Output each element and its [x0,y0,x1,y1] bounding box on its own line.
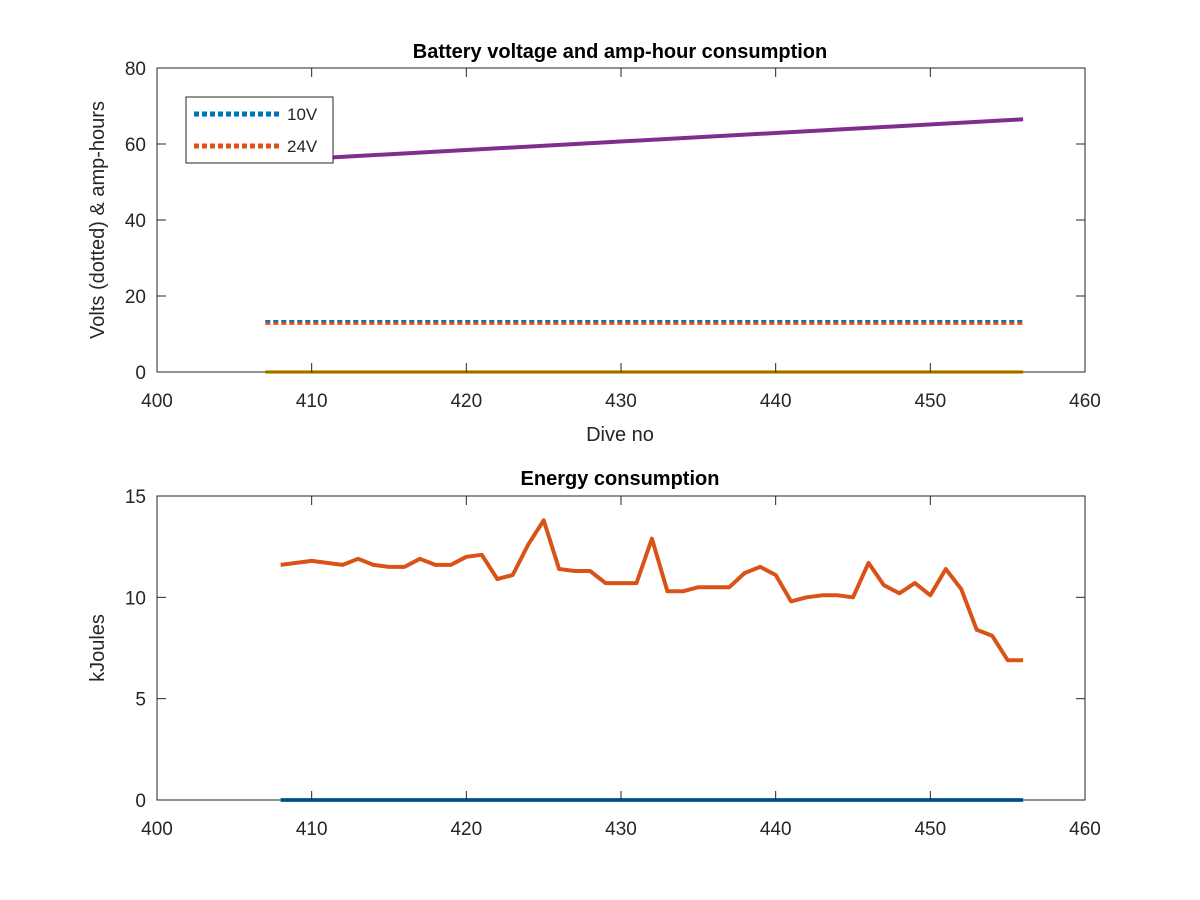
y-axis-label-bottom: kJoules [87,614,109,682]
top-x-tick-label: 410 [296,391,328,412]
bottom-y-tick-label: 5 [135,690,146,711]
marks-bottom [280,518,1024,802]
bottom-axes-box [156,495,1086,801]
bottom-x-tick-label: 420 [450,819,482,840]
energy-plot: Energy consumption kJoules 400 410 420 430 4… [87,468,1101,840]
chart-title-top: Battery voltage and amp-hour consumption [413,41,827,63]
chart-title-bottom: Energy consumption [521,468,720,490]
bottom-x-tick-label: 460 [1069,819,1101,840]
top-x-tick-label: 420 [450,391,482,412]
top-x-tick-label: 460 [1069,391,1101,412]
top-x-tick-label: 430 [605,391,637,412]
bottom-y-tick-label: 10 [125,588,146,609]
legend: 10V 24V [185,96,334,164]
axes-bottom: 400 410 420 430 440 450 460 0 5 10 15 [125,487,1101,840]
bottom-x-tick-label: 440 [760,819,792,840]
axes-top: 400 410 420 430 440 450 460 0 20 40 60 80 [125,59,1101,412]
bottom-x-tick-label: 410 [296,819,328,840]
legend-label-24v: 24V [287,137,318,156]
top-x-tick-label: 400 [141,391,173,412]
top-y-tick-label: 0 [135,363,146,384]
voltage-amphour-plot: Battery voltage and amp-hour consumption… [87,41,1101,446]
bottom-x-tick-label: 430 [605,819,637,840]
top-x-tick-label: 440 [760,391,792,412]
legend-box [185,96,334,164]
y-axis-label-top: Volts (dotted) & amp-hours [87,101,109,339]
top-y-tick-label: 20 [125,287,146,308]
bottom-y-tick-label: 0 [135,791,146,812]
top-y-tick-label: 60 [125,135,146,156]
legend-label-10v: 10V [287,105,318,124]
top-series-3-line [265,117,1024,164]
top-x-tick-label: 450 [914,391,946,412]
bottom-series-1-line [280,518,1024,663]
bottom-y-tick-label: 15 [125,487,146,508]
marks-top [265,117,1024,374]
x-axis-label-top: Dive no [586,424,654,446]
bottom-x-tick-label: 400 [141,819,173,840]
top-y-tick-label: 80 [125,59,146,80]
top-y-tick-label: 40 [125,211,146,232]
bottom-x-tick-label: 450 [914,819,946,840]
